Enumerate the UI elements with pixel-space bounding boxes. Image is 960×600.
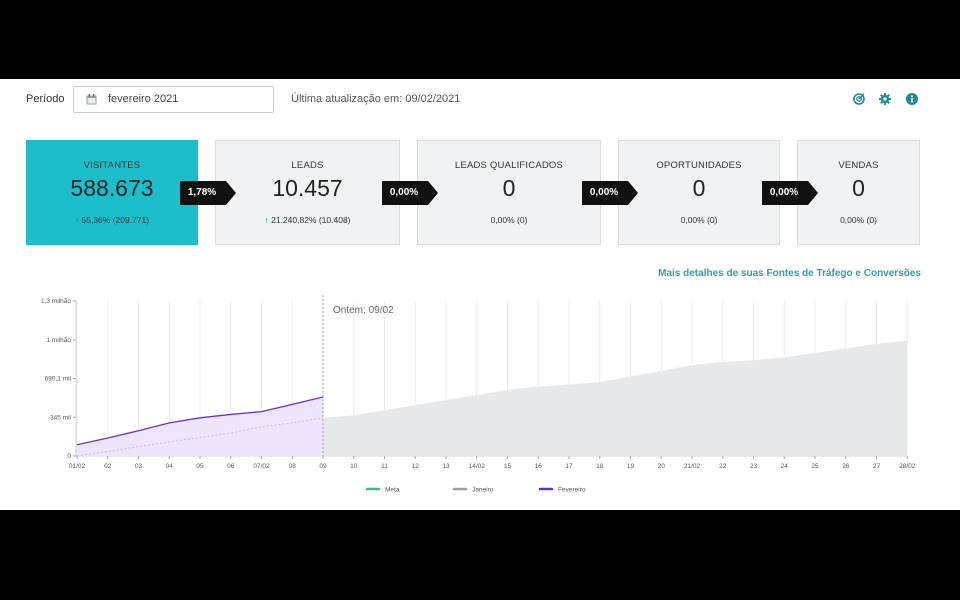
card-title: VISITANTES	[83, 160, 141, 171]
card-title: LEADS	[291, 160, 324, 171]
annotation-label: Ontem: 09/02	[333, 305, 394, 316]
x-tick-label: 12	[412, 463, 420, 470]
period-value: fevereiro 2021	[108, 93, 179, 105]
card-variation: 0,00% (0)	[840, 215, 877, 225]
card-value: 0	[692, 175, 706, 201]
x-tick-label: 04	[166, 463, 174, 470]
conversion-rate: 0,00%	[769, 187, 799, 198]
period-select[interactable]: fevereiro 2021	[73, 86, 274, 113]
x-tick-label: 11	[381, 463, 388, 470]
badge-arrow-shape	[762, 181, 818, 205]
card-variation: ↑ 55,36% (209.771)	[27, 215, 197, 225]
x-tick-label: 05	[196, 463, 204, 470]
funnel-card-leads[interactable]: LEADS 10.457 ↑ 21.240,82% (10.408)	[215, 140, 400, 245]
conversion-rate: 0,00%	[589, 187, 619, 198]
x-tick-label: 27	[873, 463, 881, 470]
x-tick-label: 18	[596, 463, 604, 470]
x-tick-label: 13	[442, 463, 450, 470]
period-label: Período	[26, 93, 65, 105]
card-value: 0	[852, 175, 865, 201]
fevereiro-line	[76, 396, 324, 446]
card-value: 0	[502, 175, 516, 201]
calendar-icon	[86, 94, 97, 105]
cumulative-chart: 0 345 mil 690,1 mil 1 milhão 1,3 milhão 01/02…	[41, 295, 916, 494]
x-tick-label: 28/02	[899, 463, 916, 470]
card-variation: ↑ 21.240,82% (10.408)	[216, 215, 399, 225]
conversion-badge: 0,00%	[382, 181, 438, 205]
y-tick-label: 0	[67, 453, 71, 460]
x-tick-label: 16	[535, 463, 543, 470]
info-icon[interactable]	[906, 93, 918, 105]
card-value: 10.457	[272, 175, 343, 201]
x-tick-label: 03	[135, 463, 143, 470]
x-tick-label: 06	[227, 463, 235, 470]
dashboard-panel: Período fevereiro 2021 Última atualizaçã…	[0, 79, 960, 510]
arrow-up-icon: ↑	[74, 215, 80, 225]
x-tick-label: 19	[627, 463, 635, 470]
funnel-card-vendas[interactable]: VENDAS 0 0,00% (0)	[797, 140, 920, 245]
badge-arrow-shape	[582, 181, 638, 205]
y-tick-label: 345 mil	[50, 414, 72, 421]
legend-label-janeiro: Janeiro	[472, 487, 494, 494]
x-tick-label: 09	[319, 463, 327, 470]
x-tick-label: 01/02	[69, 463, 86, 470]
last-update-text: Última atualização em: 09/02/2021	[291, 93, 461, 105]
conversion-rate: 1,78%	[187, 187, 217, 198]
legend-label-meta: Meta	[385, 487, 400, 494]
x-tick-label: 21/02	[684, 463, 701, 470]
x-tick-label: 07/02	[253, 463, 270, 470]
x-tick-label: 26	[842, 463, 850, 470]
conversion-badge: 0,00%	[582, 181, 638, 205]
x-tick-label: 22	[719, 463, 727, 470]
funnel-card-visitantes[interactable]: VISITANTES 588.673 ↑ 55,36% (209.771)	[26, 140, 198, 245]
gear-icon[interactable]	[879, 93, 891, 105]
x-tick-label: 25	[811, 463, 819, 470]
card-variation: 0,00% (0)	[490, 215, 528, 225]
conversion-rate: 0,00%	[389, 187, 419, 198]
x-tick-label: 23	[750, 463, 758, 470]
x-tick-label: 20	[658, 463, 666, 470]
card-title: LEADS QUALIFICADOS	[454, 160, 564, 171]
badge-arrow-shape	[180, 181, 236, 205]
x-tick-label: 02	[104, 463, 112, 470]
funnel-card-oportunidades[interactable]: OPORTUNIDADES 0 0,00% (0)	[618, 140, 780, 245]
card-title: OPORTUNIDADES	[656, 160, 742, 171]
details-link[interactable]: Mais detalhes de suas Fontes de Tráfego …	[658, 268, 921, 279]
card-title: VENDAS	[838, 160, 879, 171]
x-tick-label: 14/02	[469, 463, 486, 470]
card-variation-text: 21.240,82% (10.408)	[271, 215, 351, 225]
card-variation: 0,00% (0)	[680, 215, 718, 225]
card-variation-text: 55,36% (209.771)	[81, 215, 150, 225]
conversion-badge: 0,00%	[762, 181, 818, 205]
y-tick-label: 690,1 mil	[45, 376, 72, 383]
x-tick-label: 15	[504, 463, 512, 470]
x-tick-label: 08	[289, 463, 297, 470]
x-tick-label: 10	[350, 463, 358, 470]
x-tick-label: 17	[565, 463, 573, 470]
badge-arrow-shape	[382, 181, 438, 205]
y-tick-label: 1,3 milhão	[41, 298, 71, 305]
janeiro-line	[76, 417, 324, 457]
x-tick-label: 24	[781, 463, 789, 470]
card-value: 588.673	[70, 175, 154, 201]
y-tick-label: 1 milhão	[46, 337, 71, 344]
conversion-badge: 1,78%	[180, 181, 236, 205]
target-icon[interactable]	[853, 93, 865, 105]
legend-label-fevereiro: Fevereiro	[558, 487, 586, 494]
arrow-up-icon: ↑	[264, 215, 269, 225]
funnel-card-leads-qualificados[interactable]: LEADS QUALIFICADOS 0 0,00% (0)	[417, 140, 601, 245]
